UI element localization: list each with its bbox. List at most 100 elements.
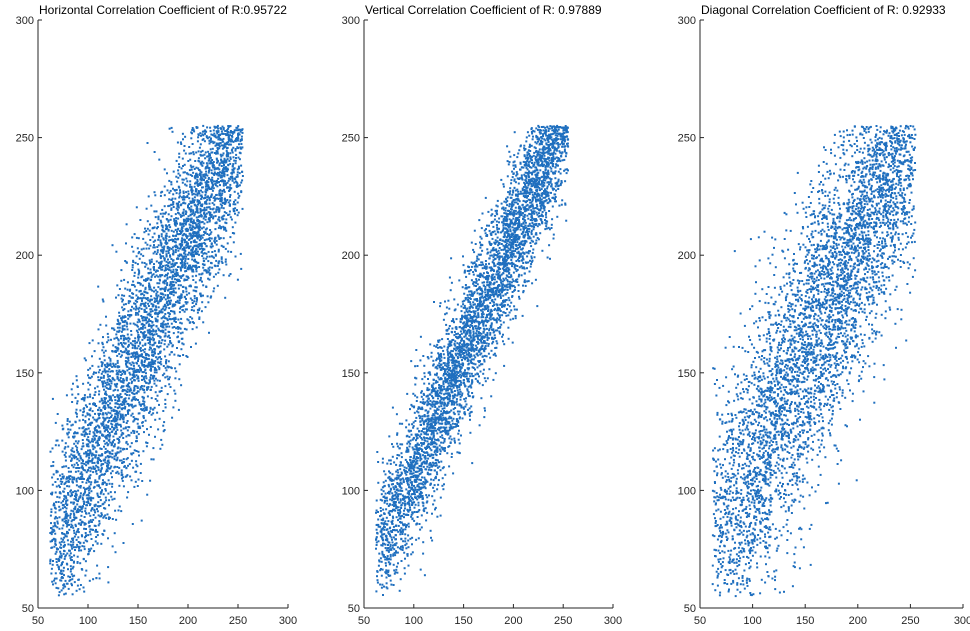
scatter-point [221, 170, 224, 173]
scatter-point [159, 239, 162, 242]
scatter-point [182, 195, 185, 198]
scatter-point [87, 487, 90, 490]
scatter-point [135, 392, 138, 395]
scatter-point [208, 139, 211, 142]
scatter-point [198, 309, 200, 312]
scatter-point [94, 454, 97, 457]
scatter-point [100, 473, 103, 476]
scatter-point [68, 523, 70, 526]
scatter-point [140, 315, 143, 317]
scatter-point [117, 320, 120, 323]
scatter-point [195, 232, 198, 235]
scatter-point [490, 214, 493, 217]
scatter-point [195, 223, 198, 226]
scatter-point [120, 429, 123, 432]
scatter-point [185, 235, 188, 238]
scatter-point [185, 270, 188, 272]
scatter-point [146, 297, 149, 299]
scatter-point [236, 168, 239, 171]
scatter-point [135, 294, 138, 297]
scatter-point [139, 472, 142, 474]
scatter-point [179, 268, 182, 270]
scatter-point [202, 124, 205, 127]
scatter-point [65, 394, 68, 397]
scatter-point [131, 523, 134, 525]
scatter-point [155, 300, 158, 302]
scatter-point [190, 252, 193, 255]
scatter-point [233, 159, 236, 162]
scatter-point [203, 239, 206, 242]
scatter-point [224, 226, 227, 229]
scatter-point [116, 416, 119, 419]
scatter-point [215, 150, 218, 153]
scatter-point [202, 260, 205, 263]
scatter-point [92, 497, 95, 500]
scatter-point [207, 184, 210, 187]
scatter-point [88, 475, 91, 478]
scatter-point [94, 540, 97, 543]
scatter-point [97, 425, 100, 428]
scatter-point [209, 138, 212, 141]
scatter-point [166, 276, 169, 279]
scatter-point [152, 458, 155, 461]
scatter-point [123, 315, 126, 318]
scatter-point [543, 209, 546, 212]
scatter-point [124, 303, 127, 306]
scatter-point [91, 457, 94, 460]
scatter-point [159, 249, 162, 252]
scatter-point [497, 268, 500, 271]
scatter-point [75, 480, 78, 483]
scatter-point [227, 127, 230, 130]
scatter-point [172, 284, 175, 287]
scatter-point [139, 354, 142, 357]
scatter-point [187, 215, 190, 218]
scatter-point [167, 294, 169, 297]
scatter-point [123, 398, 126, 400]
scatter-point [164, 366, 167, 369]
scatter-point [97, 454, 100, 457]
scatter-point [189, 245, 192, 248]
scatter-point [100, 542, 103, 545]
scatter-point [59, 480, 62, 483]
scatter-point [50, 527, 53, 530]
scatter-point [87, 489, 90, 492]
scatter-point [89, 519, 92, 522]
scatter-point [142, 400, 145, 403]
scatter-point [130, 404, 133, 407]
scatter-point [486, 377, 489, 380]
scatter-point [105, 370, 108, 373]
scatter-point [74, 508, 77, 511]
scatter-point [92, 514, 95, 516]
scatter-point [182, 256, 185, 259]
scatter-point [181, 260, 183, 263]
scatter-point [113, 432, 116, 435]
scatter-point [208, 255, 211, 258]
scatter-point [87, 445, 90, 448]
scatter-point [83, 435, 86, 438]
scatter-point [104, 428, 107, 431]
scatter-point [148, 339, 151, 342]
scatter-point [64, 495, 67, 498]
scatter-point [95, 420, 98, 423]
scatter-point [157, 244, 160, 247]
scatter-point [179, 213, 182, 216]
scatter-point [120, 354, 123, 357]
scatter-point [218, 145, 221, 148]
scatter-point [131, 266, 134, 269]
scatter-point [73, 514, 76, 516]
scatter-point [234, 148, 237, 150]
scatter-point [185, 236, 188, 239]
scatter-point [177, 331, 180, 334]
scatter-point [209, 156, 212, 159]
scatter-point [230, 187, 233, 190]
scatter-point [138, 425, 141, 428]
scatter-point [211, 251, 214, 253]
scatter-point [200, 213, 203, 216]
scatter-point [176, 269, 178, 272]
scatter-point [120, 279, 123, 282]
scatter-point [142, 302, 144, 305]
scatter-point [229, 236, 232, 239]
scatter-point [132, 429, 135, 432]
scatter-point [147, 299, 150, 302]
scatter-point [80, 471, 83, 474]
